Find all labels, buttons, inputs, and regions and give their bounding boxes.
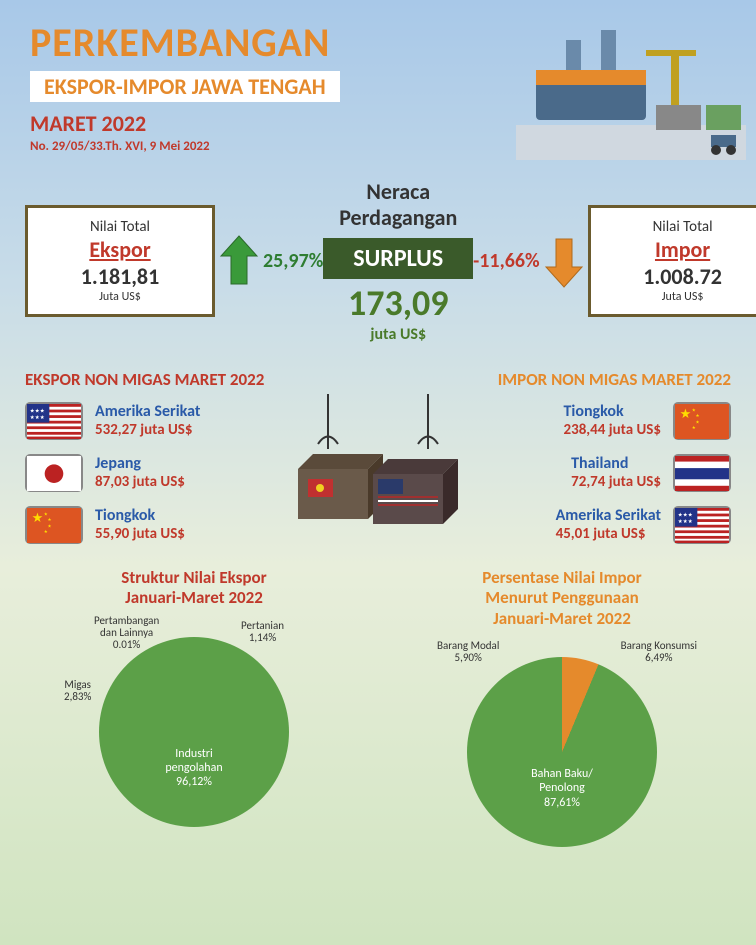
export-label: Nilai Total — [44, 218, 196, 236]
export-group: Nilai Total Ekspor 1.181,81 Juta US$ 25,… — [25, 205, 323, 317]
countries-section: EKSPOR NON MIGAS MARET 2022 ★★★★★★Amerik… — [0, 354, 756, 563]
pie-impor — [467, 657, 657, 847]
country-value: 45,01 juta US$ — [556, 525, 661, 543]
port-illustration — [516, 10, 746, 160]
import-unit: Juta US$ — [607, 290, 756, 304]
country-value: 87,03 juta US$ — [95, 473, 185, 491]
pie-impor-center-label: Bahan Baku/Penolong87,61% — [531, 767, 593, 810]
import-box: Nilai Total Impor 1.008.72 Juta US$ — [588, 205, 756, 317]
arrow-up-icon — [219, 234, 259, 289]
title-sub: EKSPOR-IMPOR JAWA TENGAH — [30, 71, 340, 102]
surplus-label: SURPLUS — [323, 238, 473, 279]
flag-cn-icon: ★★★★★ — [25, 506, 83, 544]
charts-section: Struktur Nilai EksporJanuari-Maret 2022 … — [0, 563, 756, 877]
export-box: Nilai Total Ekspor 1.181,81 Juta US$ — [25, 205, 215, 317]
pie-ekspor-label-pertambangan: Pertambangandan Lainnya0.01% — [94, 615, 159, 651]
export-pct: 25,97% — [263, 249, 323, 273]
import-value: 1.008.72 — [607, 263, 756, 290]
import-group: -11,66% Nilai Total Impor 1.008.72 Juta … — [473, 205, 756, 317]
chart-impor-title: Persentase Nilai ImporMenurut Penggunaan… — [388, 568, 736, 629]
svg-text:★: ★ — [32, 511, 44, 526]
svg-text:★★★: ★★★ — [678, 511, 693, 518]
pie-impor-label-konsumsi: Barang Konsumsi6,49% — [621, 640, 697, 664]
chart-impor-col: Persentase Nilai ImporMenurut Penggunaan… — [388, 568, 736, 857]
country-name: Jepang — [95, 454, 185, 473]
surplus-value: 173,09 — [323, 281, 473, 325]
balance-block: Neraca Perdagangan SURPLUS 173,09 juta U… — [323, 179, 473, 344]
country-value: 532,27 juta US$ — [95, 421, 200, 439]
pie-ekspor-label-migas: Migas2,83% — [64, 679, 91, 703]
chart-ekspor-title: Struktur Nilai EksporJanuari-Maret 2022 — [20, 568, 368, 609]
impor-title: IMPOR NON MIGAS MARET 2022 — [383, 369, 731, 390]
country-value: 238,44 juta US$ — [564, 421, 662, 439]
export-name: Ekspor — [44, 236, 196, 263]
surplus-unit: juta US$ — [323, 325, 473, 344]
summary-row: Nilai Total Ekspor 1.181,81 Juta US$ 25,… — [0, 169, 756, 354]
import-label: Nilai Total — [607, 218, 756, 236]
country-name: Amerika Serikat — [95, 402, 200, 421]
pie-impor-wrap: Bahan Baku/Penolong87,61% Barang Modal5,… — [437, 637, 687, 857]
chart-ekspor-col: Struktur Nilai EksporJanuari-Maret 2022 … — [20, 568, 368, 857]
svg-text:★: ★ — [680, 407, 692, 422]
country-name: Amerika Serikat — [556, 506, 661, 525]
pie-ekspor — [99, 637, 289, 827]
flag-jp-icon — [25, 454, 83, 492]
flag-us-icon: ★★★★★★ — [673, 506, 731, 544]
import-pct: -11,66% — [473, 249, 539, 273]
balance-title-2: Perdagangan — [323, 205, 473, 231]
arrow-down-icon — [544, 234, 584, 289]
export-unit: Juta US$ — [44, 290, 196, 304]
export-value: 1.181,81 — [44, 263, 196, 290]
flag-us-icon: ★★★★★★ — [25, 402, 83, 440]
import-name: Impor — [607, 236, 756, 263]
containers-illustration — [288, 394, 468, 544]
flag-cn-icon: ★★★★★ — [673, 402, 731, 440]
pie-ekspor-center-label: Industripengolahan96,12% — [165, 747, 222, 790]
balance-title-1: Neraca — [323, 179, 473, 205]
svg-text:★★★: ★★★ — [678, 518, 693, 525]
country-name: Tiongkok — [95, 506, 185, 525]
country-value: 55,90 juta US$ — [95, 525, 185, 543]
country-name: Tiongkok — [564, 402, 662, 421]
svg-text:★★★: ★★★ — [30, 407, 45, 414]
country-value: 72,74 juta US$ — [571, 473, 661, 491]
pie-impor-label-modal: Barang Modal5,90% — [437, 640, 499, 664]
pie-ekspor-wrap: Industripengolahan96,12% Migas2,83% Pert… — [69, 617, 319, 837]
svg-text:★★★: ★★★ — [30, 414, 45, 421]
flag-th-icon — [673, 454, 731, 492]
ekspor-title: EKSPOR NON MIGAS MARET 2022 — [25, 369, 373, 390]
country-name: Thailand — [571, 454, 661, 473]
pie-ekspor-label-pertanian: Pertanian1,14% — [241, 620, 284, 644]
